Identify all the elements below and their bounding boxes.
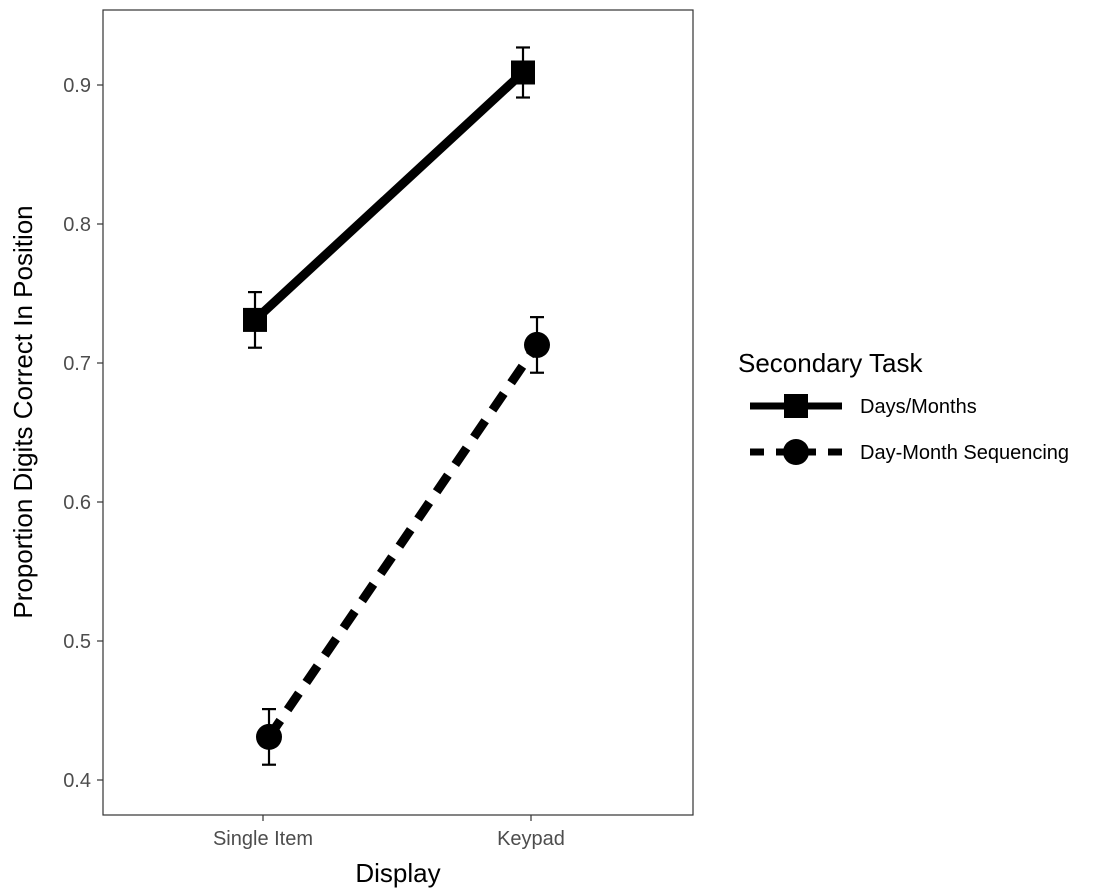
data-point-circle (524, 331, 550, 358)
series-lines (251, 69, 541, 740)
y-axis-title: Proportion Digits Correct In Position (8, 205, 38, 618)
series-line (251, 69, 527, 324)
x-tick-label: Keypad (497, 828, 565, 850)
series-line (265, 342, 541, 740)
legend-title: Secondary Task (738, 348, 924, 378)
legend: Secondary Task Days/Months Day-Month Sequ… (738, 348, 1069, 465)
legend-key-circle (783, 439, 809, 465)
y-tick-label: 0.4 (63, 770, 91, 792)
data-point-square (243, 307, 267, 332)
y-tick-label: 0.7 (63, 353, 91, 375)
x-axis-title: Display (355, 858, 440, 888)
y-tick-label: 0.8 (63, 214, 91, 236)
y-axis: 0.4 0.5 0.6 0.7 0.8 0.9 (63, 75, 103, 792)
x-tick-label: Single Item (213, 828, 313, 850)
plot-panel (102, 9, 694, 816)
legend-label: Day-Month Sequencing (860, 442, 1069, 464)
y-tick-label: 0.9 (63, 75, 91, 97)
legend-key-square (784, 394, 808, 418)
series-markers (243, 60, 550, 750)
legend-label: Days/Months (860, 396, 977, 418)
y-tick-label: 0.6 (63, 492, 91, 514)
x-axis: Single Item Keypad (213, 815, 565, 850)
y-tick-label: 0.5 (63, 631, 91, 653)
data-point-circle (256, 723, 282, 750)
data-point-square (511, 60, 535, 85)
